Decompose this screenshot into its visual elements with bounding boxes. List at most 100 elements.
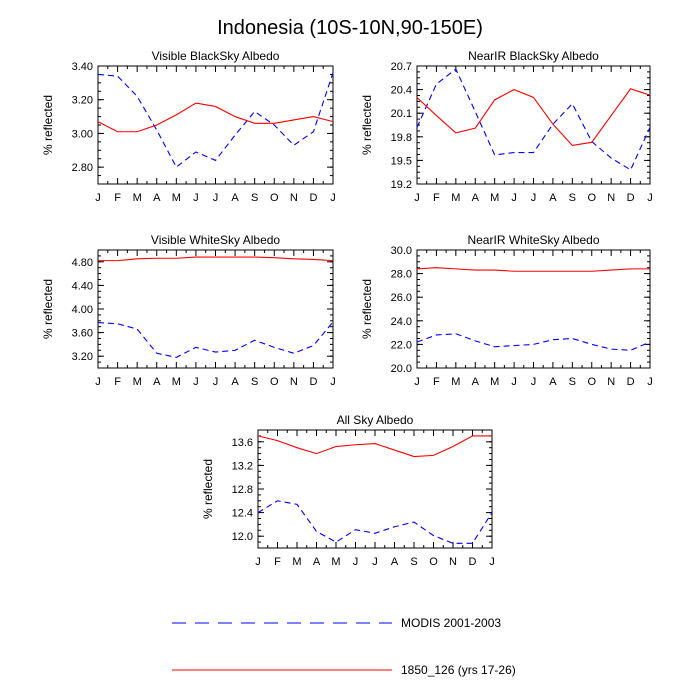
- x-tick-label: S: [569, 376, 576, 388]
- y-tick-label: 20.1: [391, 108, 412, 120]
- plot-frame: [97, 65, 334, 185]
- x-tick-label: J: [213, 376, 219, 388]
- x-tick-label: O: [587, 192, 596, 204]
- x-tick-label: J: [193, 376, 199, 388]
- figure-title: Indonesia (10S-10N,90-150E): [217, 17, 483, 39]
- series-line-model: [257, 435, 492, 458]
- y-tick-label: 20.7: [391, 61, 412, 73]
- panel-title: NearIR WhiteSky Albedo: [467, 233, 599, 247]
- x-tick-label: J: [647, 192, 653, 204]
- legend-label-modis: MODIS 2001-2003: [401, 616, 501, 630]
- y-tick-label: 26.0: [391, 292, 412, 304]
- y-tick-label: 19.5: [391, 155, 412, 167]
- y-tick-label: 12.4: [232, 508, 253, 520]
- series-line-modis: [416, 68, 651, 171]
- x-tick-label: J: [414, 376, 420, 388]
- x-tick-label: S: [251, 192, 258, 204]
- y-tick-label: 3.60: [72, 328, 93, 340]
- x-tick-label: M: [451, 192, 460, 204]
- x-tick-label: D: [469, 556, 477, 568]
- x-tick-label: A: [313, 556, 321, 568]
- y-tick-label: 2.80: [72, 162, 93, 174]
- y-axis-label: % reflected: [41, 279, 55, 339]
- x-tick-label: J: [193, 192, 199, 204]
- x-tick-label: A: [153, 376, 161, 388]
- panel-title: NearIR BlackSky Albedo: [468, 49, 599, 63]
- series-line-modis: [416, 333, 651, 351]
- x-tick-label: S: [410, 556, 417, 568]
- panel-title: All Sky Albedo: [337, 413, 414, 427]
- x-tick-label: J: [330, 192, 336, 204]
- x-tick-label: D: [309, 192, 317, 204]
- x-tick-label: J: [647, 376, 653, 388]
- x-tick-label: F: [433, 376, 440, 388]
- x-tick-label: M: [331, 556, 340, 568]
- x-tick-label: A: [549, 192, 557, 204]
- x-tick-label: J: [414, 192, 420, 204]
- x-tick-label: M: [133, 192, 142, 204]
- x-tick-label: A: [549, 376, 557, 388]
- x-tick-label: M: [172, 192, 181, 204]
- x-tick-label: A: [231, 376, 239, 388]
- x-tick-label: F: [274, 556, 281, 568]
- y-tick-label: 4.40: [72, 280, 93, 292]
- panel-title: Visible WhiteSky Albedo: [151, 233, 281, 247]
- x-tick-label: D: [627, 192, 635, 204]
- y-tick-label: 20.0: [391, 363, 412, 375]
- x-tick-label: N: [290, 192, 298, 204]
- series-line-model: [416, 88, 651, 147]
- x-tick-label: M: [451, 376, 460, 388]
- x-tick-label: A: [231, 192, 239, 204]
- x-tick-label: J: [531, 192, 537, 204]
- x-tick-label: J: [95, 376, 101, 388]
- x-tick-label: A: [472, 376, 480, 388]
- x-tick-label: O: [429, 556, 438, 568]
- plot-frame: [416, 65, 651, 185]
- x-tick-label: J: [353, 556, 359, 568]
- y-tick-label: 24.0: [391, 316, 412, 328]
- x-tick-label: O: [270, 192, 279, 204]
- legend-label-model: 1850_126 (yrs 17-26): [401, 663, 516, 677]
- plot-frame: [257, 429, 493, 549]
- x-tick-label: J: [255, 556, 261, 568]
- x-tick-label: A: [472, 192, 480, 204]
- y-tick-label: 13.2: [232, 460, 253, 472]
- x-tick-label: S: [569, 192, 576, 204]
- x-tick-label: J: [372, 556, 378, 568]
- x-tick-label: N: [607, 192, 615, 204]
- y-tick-label: 13.6: [232, 437, 253, 449]
- x-tick-label: O: [270, 376, 279, 388]
- x-tick-label: S: [251, 376, 258, 388]
- y-tick-label: 12.8: [232, 484, 253, 496]
- y-tick-label: 28.0: [391, 269, 412, 281]
- y-tick-label: 4.80: [72, 257, 93, 269]
- y-tick-label: 22.0: [391, 339, 412, 351]
- y-tick-label: 3.20: [72, 95, 93, 107]
- x-tick-label: D: [309, 376, 317, 388]
- x-tick-label: J: [511, 376, 517, 388]
- x-tick-label: M: [490, 192, 499, 204]
- y-axis-label: % reflected: [41, 95, 55, 155]
- x-tick-label: D: [627, 376, 635, 388]
- x-tick-label: J: [95, 192, 101, 204]
- x-tick-label: J: [511, 192, 517, 204]
- x-tick-label: F: [433, 192, 440, 204]
- series-line-modis: [257, 500, 493, 544]
- x-tick-label: M: [133, 376, 142, 388]
- y-tick-label: 3.00: [72, 128, 93, 140]
- y-tick-label: 19.2: [391, 179, 412, 191]
- x-tick-label: N: [449, 556, 457, 568]
- legend: MODIS 2001-2003 1850_126 (yrs 17-26): [172, 616, 516, 677]
- series-line-modis: [97, 72, 334, 168]
- x-tick-label: J: [489, 556, 495, 568]
- y-tick-label: 12.0: [232, 531, 253, 543]
- x-tick-label: F: [114, 376, 121, 388]
- plot-frame: [416, 249, 651, 369]
